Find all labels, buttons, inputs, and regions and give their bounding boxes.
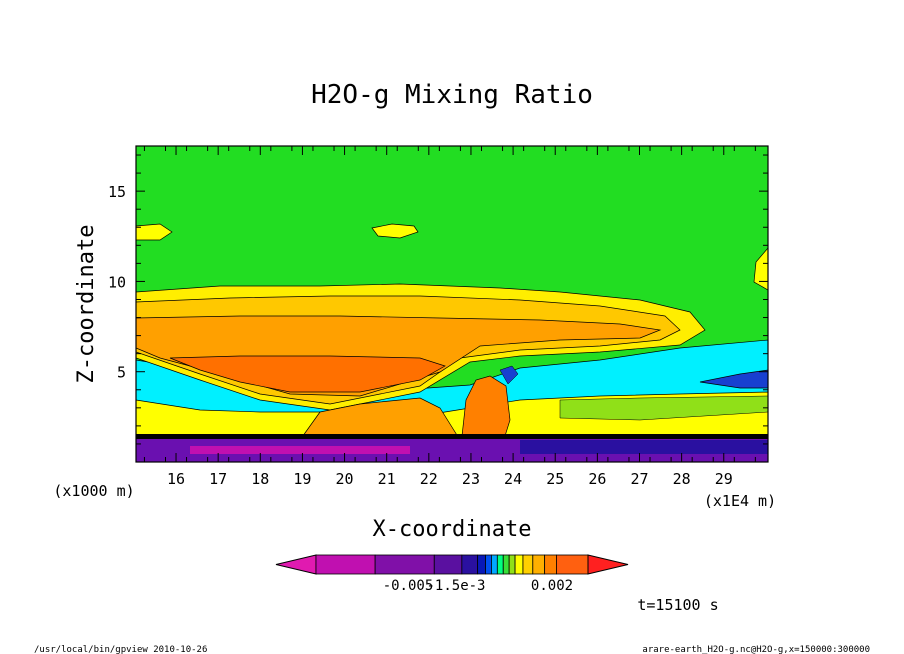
x-tick-label: 16 [167, 470, 185, 488]
field-patch-upper-mid [371, 223, 419, 239]
y-tick-label: 5 [117, 364, 126, 382]
colorbar-segment [532, 554, 546, 575]
field-bottom-navy [520, 440, 768, 454]
colorbar-min-arrow [275, 554, 317, 575]
y-tick-label: 10 [108, 273, 126, 291]
x-tick-label: 29 [715, 470, 733, 488]
colorbar-label: 0.002 [531, 578, 573, 594]
colorbar-segment [556, 554, 589, 575]
chart-title: H2O-g Mixing Ratio [311, 80, 593, 110]
field-boundary-line [136, 434, 768, 439]
x-tick-label: 28 [673, 470, 691, 488]
colorbar [275, 554, 629, 575]
x-tick-label: 17 [209, 470, 227, 488]
field-plume-core [461, 375, 511, 437]
field-bottom-magenta [190, 446, 410, 454]
x-tick-label: 26 [588, 470, 606, 488]
colorbar-segment [508, 554, 516, 575]
x-tick-label: 21 [378, 470, 396, 488]
colorbar-segment [496, 554, 504, 575]
x-tick-label: 25 [546, 470, 564, 488]
x-tick-label: 19 [293, 470, 311, 488]
y-unit-label: (x1000 m) [53, 482, 134, 500]
colorbar-segment [477, 554, 486, 575]
colorbar-segment [544, 554, 557, 575]
colorbar-segment [485, 554, 492, 575]
colorbar-segment [461, 554, 479, 575]
y-axis: 5 10 15 [108, 154, 768, 445]
colorbar-labels: -0.005-1.5e-3 0.002 [383, 578, 573, 594]
colorbar-segment [491, 554, 498, 575]
colorbar-segment [502, 554, 510, 575]
colorbar-segment [315, 554, 376, 575]
colorbar-segment [433, 554, 463, 575]
plot-frame [135, 145, 769, 463]
colorbar-label: -1.5e-3 [426, 578, 485, 594]
footer-left: /usr/local/bin/gpview 2010-10-26 [34, 645, 207, 654]
y-tick-label: 15 [108, 183, 126, 201]
x-axis: 16 17 18 19 20 21 22 23 24 25 26 27 28 29 [143, 146, 756, 488]
x-tick-label: 23 [462, 470, 480, 488]
colorbar-segment [514, 554, 524, 575]
x-tick-label: 22 [420, 470, 438, 488]
time-label: t=15100 s [637, 596, 718, 614]
x-tick-label: 27 [630, 470, 648, 488]
field-layer-deep-orange [169, 355, 446, 393]
colorbar-max-arrow [587, 554, 629, 575]
field-plume-cyan [499, 365, 519, 385]
colorbar-segment [522, 554, 534, 575]
colorbar-segment [374, 554, 435, 575]
x-tick-label: 18 [251, 470, 269, 488]
colorbar-label: -0.005 [383, 578, 434, 594]
x-tick-label: 24 [504, 470, 522, 488]
x-unit-label: (x1E4 m) [704, 492, 776, 510]
y-axis-label: Z-coordinate [74, 225, 99, 384]
footer-right: arare-earth_H2O-g.nc@H2O-g,x=150000:3000… [642, 645, 870, 654]
plot-area [135, 146, 769, 462]
x-axis-label: X-coordinate [373, 517, 532, 542]
x-tick-label: 20 [336, 470, 354, 488]
